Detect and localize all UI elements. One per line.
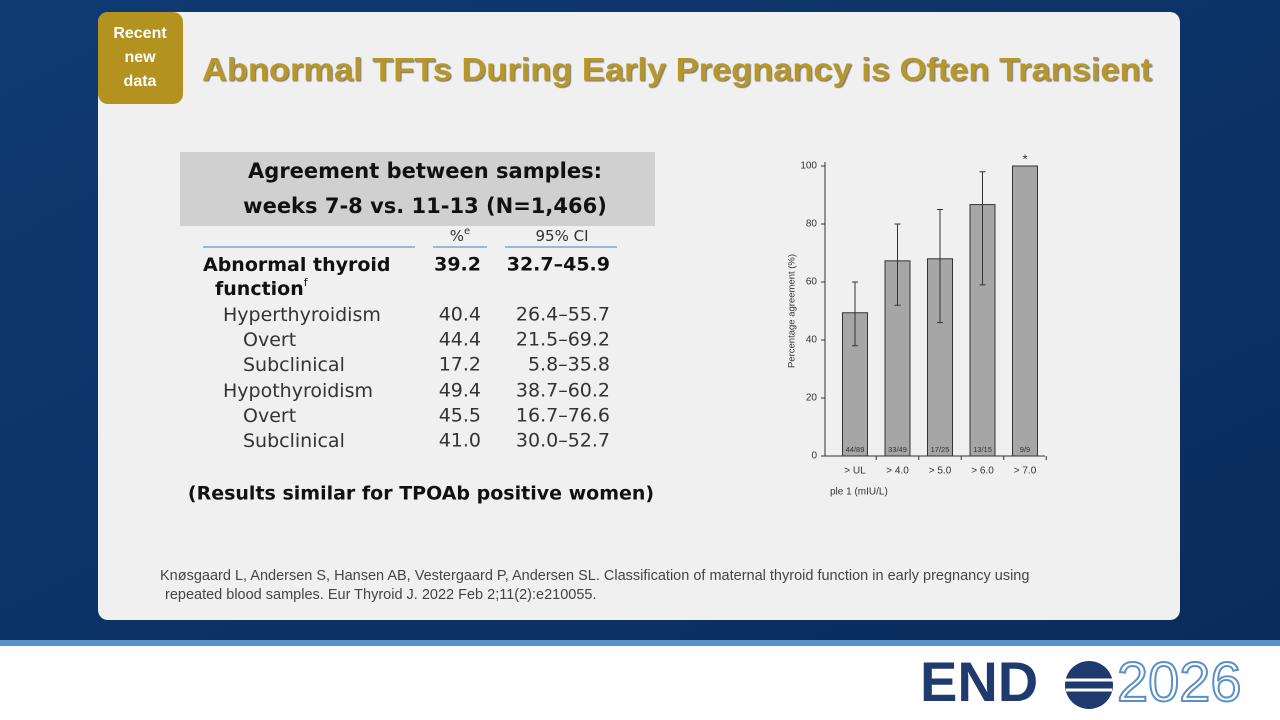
ci: 32.7–45.9	[507, 254, 610, 276]
pct: 40.4	[439, 304, 481, 326]
y-tick-label: 40	[806, 335, 818, 346]
stripe	[0, 640, 1280, 646]
badge-text: data	[124, 73, 157, 90]
annotation: *	[1022, 151, 1027, 166]
bar-label: 33/49	[888, 445, 907, 454]
y-tick-label: 60	[806, 277, 818, 288]
badge-text: Recent	[113, 25, 167, 42]
x-tick-label: > UL	[844, 466, 866, 477]
bar	[1012, 165, 1038, 457]
bar-label: 44/89	[846, 445, 865, 454]
x-tick-label: > 7.0	[1014, 466, 1037, 477]
pct: 49.4	[439, 380, 481, 402]
title: Abnormal TFTs During Early Pregnancy is …	[202, 51, 1152, 87]
error-bar	[852, 281, 858, 347]
caption: weeks 7-8 vs. 11-13 (N=1,466)	[243, 194, 607, 218]
bar-label: 13/15	[973, 445, 992, 454]
row-label: Hypothyroidism	[223, 380, 373, 402]
ci: 38.7–60.2	[516, 380, 610, 402]
pct: 39.2	[434, 254, 481, 276]
row-label: functionf	[215, 276, 309, 300]
error-bar	[894, 223, 901, 306]
error-bar	[979, 171, 986, 286]
row-label: Overt	[243, 329, 296, 351]
error-bar	[937, 209, 943, 324]
y-axis-label: Percentage agreement (%)	[787, 254, 798, 368]
ci: 30.0–52.7	[516, 430, 610, 452]
column-header: 95% CI	[535, 227, 588, 245]
caption-box	[180, 152, 655, 226]
ci: 21.5–69.2	[516, 329, 610, 351]
pct: 44.4	[439, 329, 481, 351]
y-tick-label: 0	[811, 451, 817, 462]
pct: 17.2	[439, 354, 481, 376]
bar-label: 9/9	[1020, 445, 1030, 454]
ci: 16.7–76.6	[516, 405, 610, 427]
y-tick-label: 100	[800, 161, 817, 172]
pct: 45.5	[439, 405, 481, 427]
y-tick-label: 80	[806, 219, 818, 230]
ci: 26.4–55.7	[516, 304, 610, 326]
badge-text: new	[124, 49, 156, 66]
y-tick-label: 20	[806, 393, 818, 404]
citation: Knøsgaard L, Andersen S, Hansen AB, Vest…	[160, 568, 1029, 584]
bar-label: 17/25	[931, 445, 950, 454]
row-label: Subclinical	[243, 430, 345, 452]
ci: 5.8–35.8	[528, 354, 610, 376]
logo-right: 2026	[1117, 650, 1242, 713]
row-label: Overt	[243, 405, 296, 427]
x-tick-label: > 6.0	[971, 466, 994, 477]
logo-globe	[1065, 661, 1113, 709]
x-tick-label: > 4.0	[886, 466, 909, 477]
x-tick-label: > 5.0	[929, 466, 952, 477]
x-axis-label: ple 1 (mIU/L)	[830, 487, 888, 498]
badge	[98, 12, 183, 104]
column-header: %e	[450, 226, 470, 245]
row-label: Hyperthyroidism	[223, 304, 381, 326]
row-label: Abnormal thyroid	[203, 254, 391, 276]
pct: 41.0	[439, 430, 481, 452]
citation: repeated blood samples. Eur Thyroid J. 2…	[165, 587, 597, 603]
caption: Agreement between samples:	[248, 159, 602, 183]
note: (Results similar for TPOAb positive wome…	[188, 483, 654, 505]
logo-left: END	[920, 650, 1038, 713]
row-label: Subclinical	[243, 354, 345, 376]
